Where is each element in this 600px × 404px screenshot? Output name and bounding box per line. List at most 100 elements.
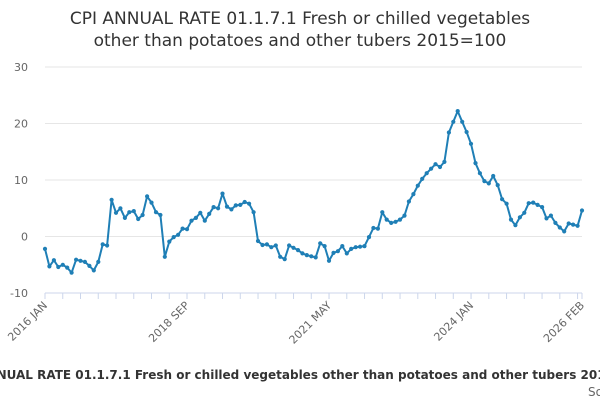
- data-point[interactable]: [82, 259, 87, 264]
- data-point[interactable]: [167, 239, 172, 244]
- data-point[interactable]: [47, 264, 52, 269]
- data-point[interactable]: [517, 215, 523, 220]
- data-point[interactable]: [127, 210, 132, 215]
- data-point[interactable]: [322, 244, 327, 249]
- data-point[interactable]: [74, 257, 79, 262]
- data-point[interactable]: [224, 204, 230, 209]
- data-point[interactable]: [140, 212, 145, 218]
- data-point[interactable]: [207, 211, 212, 216]
- data-point[interactable]: [375, 226, 380, 231]
- data-point[interactable]: [531, 200, 536, 205]
- data-point[interactable]: [176, 232, 181, 237]
- data-point[interactable]: [362, 244, 367, 249]
- data-point[interactable]: [304, 253, 309, 258]
- data-point[interactable]: [402, 213, 407, 218]
- data-point[interactable]: [540, 205, 545, 210]
- data-point[interactable]: [91, 268, 96, 273]
- data-point[interactable]: [562, 229, 567, 234]
- data-point[interactable]: [535, 202, 540, 207]
- data-point[interactable]: [158, 212, 163, 218]
- data-point[interactable]: [522, 210, 527, 215]
- data-point[interactable]: [118, 206, 123, 211]
- data-point[interactable]: [216, 206, 221, 211]
- data-point[interactable]: [344, 251, 349, 256]
- data-point[interactable]: [60, 262, 65, 267]
- data-point[interactable]: [211, 205, 216, 210]
- data-point[interactable]: [349, 246, 354, 251]
- data-point[interactable]: [500, 197, 505, 202]
- data-point[interactable]: [291, 245, 296, 250]
- data-point[interactable]: [42, 246, 48, 251]
- data-point[interactable]: [309, 254, 314, 259]
- data-point[interactable]: [100, 242, 105, 247]
- data-point[interactable]: [579, 208, 585, 213]
- data-point[interactable]: [331, 250, 336, 255]
- data-point[interactable]: [566, 221, 571, 226]
- data-point[interactable]: [358, 244, 363, 249]
- data-point[interactable]: [571, 222, 576, 227]
- data-point[interactable]: [300, 251, 305, 256]
- data-point[interactable]: [238, 202, 243, 207]
- source-credit[interactable]: Source: ONS: [588, 385, 600, 399]
- data-point[interactable]: [442, 159, 447, 164]
- data-point[interactable]: [295, 248, 301, 253]
- data-point[interactable]: [65, 265, 70, 270]
- data-point[interactable]: [78, 258, 83, 263]
- data-point[interactable]: [397, 217, 403, 222]
- data-point[interactable]: [424, 171, 429, 176]
- data-point[interactable]: [247, 201, 252, 206]
- data-point[interactable]: [464, 129, 469, 135]
- data-point[interactable]: [491, 173, 496, 179]
- data-point[interactable]: [353, 245, 358, 250]
- data-point[interactable]: [145, 194, 150, 199]
- data-point[interactable]: [180, 226, 185, 231]
- data-point[interactable]: [340, 244, 345, 249]
- data-point[interactable]: [575, 223, 580, 228]
- data-point[interactable]: [411, 192, 416, 197]
- data-point[interactable]: [371, 225, 376, 231]
- data-point[interactable]: [366, 235, 372, 240]
- data-point[interactable]: [198, 210, 203, 215]
- data-point[interactable]: [468, 141, 474, 146]
- data-point[interactable]: [486, 181, 491, 186]
- data-point[interactable]: [193, 215, 198, 220]
- data-point[interactable]: [242, 199, 247, 205]
- data-point[interactable]: [220, 191, 225, 196]
- data-point[interactable]: [184, 227, 190, 232]
- data-point[interactable]: [273, 243, 278, 248]
- data-point[interactable]: [482, 179, 487, 184]
- data-point[interactable]: [326, 258, 332, 263]
- data-point[interactable]: [105, 243, 110, 248]
- data-point[interactable]: [553, 220, 558, 225]
- data-point[interactable]: [420, 176, 425, 181]
- data-point[interactable]: [313, 255, 318, 260]
- data-point[interactable]: [508, 217, 514, 222]
- data-point[interactable]: [455, 109, 460, 114]
- data-point[interactable]: [87, 263, 92, 268]
- data-point[interactable]: [233, 203, 238, 208]
- data-point[interactable]: [96, 259, 101, 264]
- data-point[interactable]: [202, 218, 207, 223]
- data-point[interactable]: [171, 235, 176, 240]
- data-point[interactable]: [255, 238, 261, 244]
- data-point[interactable]: [389, 220, 394, 225]
- data-point[interactable]: [113, 210, 119, 215]
- data-point[interactable]: [278, 254, 283, 259]
- data-point[interactable]: [548, 213, 554, 218]
- data-point[interactable]: [380, 210, 385, 215]
- data-point[interactable]: [318, 241, 323, 246]
- legend-label[interactable]: CPI ANNUAL RATE 01.1.7.1 Fresh or chille…: [0, 368, 600, 382]
- data-point[interactable]: [149, 200, 154, 205]
- data-point[interactable]: [264, 242, 269, 247]
- data-point[interactable]: [282, 257, 287, 262]
- data-point[interactable]: [437, 164, 443, 170]
- data-point[interactable]: [251, 210, 256, 215]
- data-point[interactable]: [406, 199, 411, 204]
- data-point[interactable]: [544, 216, 549, 221]
- data-point[interactable]: [56, 264, 61, 270]
- data-point[interactable]: [415, 183, 420, 188]
- data-point[interactable]: [287, 243, 292, 248]
- data-point[interactable]: [557, 225, 562, 230]
- data-point[interactable]: [229, 207, 234, 212]
- data-point[interactable]: [51, 258, 57, 263]
